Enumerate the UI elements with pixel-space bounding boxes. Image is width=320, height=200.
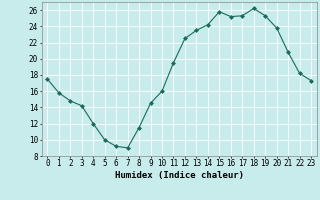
X-axis label: Humidex (Indice chaleur): Humidex (Indice chaleur) — [115, 171, 244, 180]
